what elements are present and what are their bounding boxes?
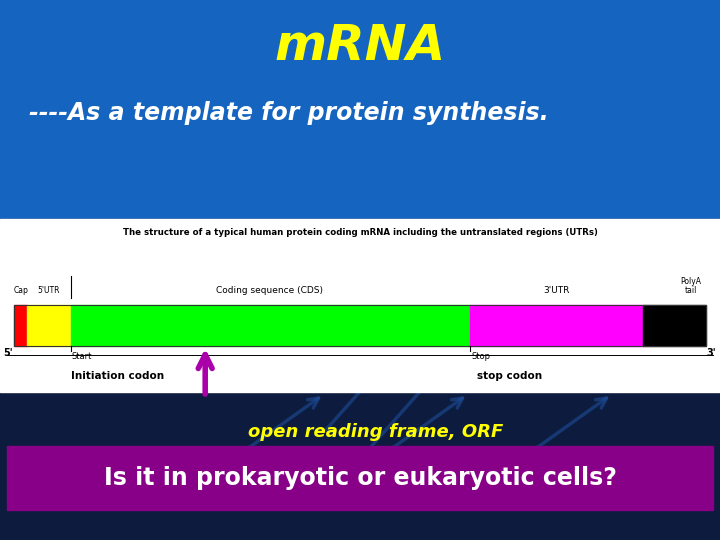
FancyArrowPatch shape [326, 275, 464, 430]
Text: PolyA
tail: PolyA tail [680, 276, 702, 295]
Text: Initiation codon: Initiation codon [71, 372, 163, 381]
FancyArrowPatch shape [470, 398, 606, 495]
FancyArrowPatch shape [362, 302, 500, 457]
Text: 3': 3' [707, 348, 716, 359]
Bar [470, 305, 643, 346]
Text: open reading frame, ORF: open reading frame, ORF [248, 423, 504, 441]
FancyArrowPatch shape [182, 398, 318, 495]
Bar [14, 305, 27, 346]
Bar [0, 219, 720, 392]
Text: mRNA: mRNA [274, 22, 446, 70]
Bar [27, 305, 71, 346]
Text: ----As a template for protein synthesis.: ----As a template for protein synthesis. [29, 102, 549, 125]
Text: Start: Start [72, 352, 92, 361]
Text: 3'UTR: 3'UTR [544, 286, 570, 295]
Text: Stop: Stop [472, 352, 490, 361]
FancyArrowPatch shape [326, 398, 462, 495]
Text: Cap: Cap [14, 286, 28, 295]
Bar [0, 0, 720, 219]
Text: 5': 5' [4, 348, 13, 359]
Text: stop codon: stop codon [477, 372, 542, 381]
Bar [7, 446, 713, 510]
Bar [71, 305, 470, 346]
Bar [0, 219, 720, 540]
Text: Coding sequence (CDS): Coding sequence (CDS) [217, 286, 323, 295]
Bar [14, 305, 706, 346]
Bar [643, 305, 706, 346]
Text: 5'UTR: 5'UTR [37, 286, 60, 295]
Text: Is it in prokaryotic or eukaryotic cells?: Is it in prokaryotic or eukaryotic cells… [104, 466, 616, 490]
Text: The structure of a typical human protein coding mRNA including the untranslated : The structure of a typical human protein… [122, 228, 598, 237]
